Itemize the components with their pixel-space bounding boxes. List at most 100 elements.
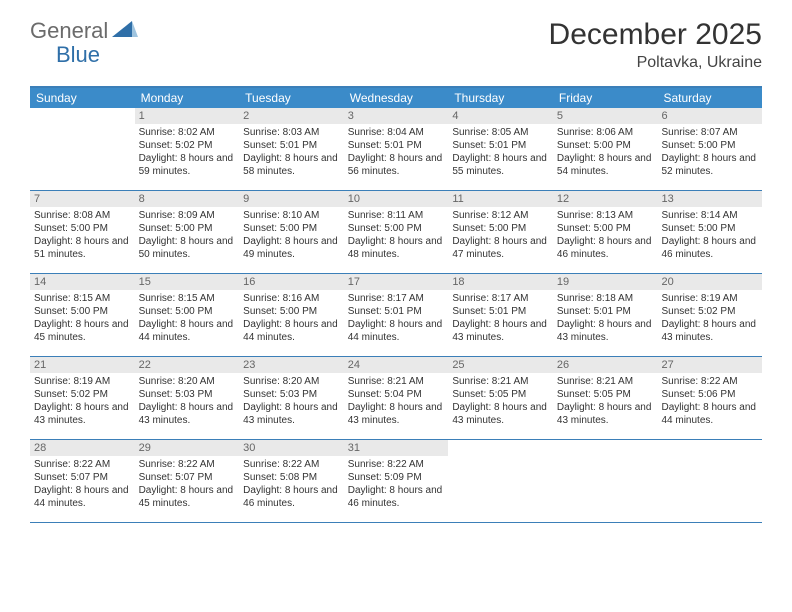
day-number: 1	[135, 108, 240, 124]
sunrise: Sunrise: 8:19 AM	[661, 292, 758, 305]
day-cell: 6Sunrise: 8:07 AMSunset: 5:00 PMDaylight…	[657, 108, 762, 190]
daylight: Daylight: 8 hours and 43 minutes.	[139, 401, 236, 427]
daylight: Daylight: 8 hours and 55 minutes.	[452, 152, 549, 178]
sunrise: Sunrise: 8:17 AM	[452, 292, 549, 305]
day-number: 5	[553, 108, 658, 124]
sunset: Sunset: 5:00 PM	[34, 222, 131, 235]
day-number: 20	[657, 274, 762, 290]
daylight: Daylight: 8 hours and 43 minutes.	[34, 401, 131, 427]
sunrise: Sunrise: 8:02 AM	[139, 126, 236, 139]
day-cell: 22Sunrise: 8:20 AMSunset: 5:03 PMDayligh…	[135, 357, 240, 439]
day-number: 29	[135, 440, 240, 456]
day-number: 25	[448, 357, 553, 373]
day-cell: 21Sunrise: 8:19 AMSunset: 5:02 PMDayligh…	[30, 357, 135, 439]
day-cell	[553, 440, 658, 522]
day-cell: 2Sunrise: 8:03 AMSunset: 5:01 PMDaylight…	[239, 108, 344, 190]
daylight: Daylight: 8 hours and 46 minutes.	[348, 484, 445, 510]
sunrise: Sunrise: 8:10 AM	[243, 209, 340, 222]
day-info: Sunrise: 8:10 AMSunset: 5:00 PMDaylight:…	[243, 209, 340, 261]
sunrise: Sunrise: 8:16 AM	[243, 292, 340, 305]
daylight: Daylight: 8 hours and 43 minutes.	[452, 318, 549, 344]
calendar: SundayMondayTuesdayWednesdayThursdayFrid…	[30, 86, 762, 523]
daylight: Daylight: 8 hours and 58 minutes.	[243, 152, 340, 178]
sunrise: Sunrise: 8:17 AM	[348, 292, 445, 305]
sunrise: Sunrise: 8:15 AM	[139, 292, 236, 305]
day-info: Sunrise: 8:05 AMSunset: 5:01 PMDaylight:…	[452, 126, 549, 178]
sunset: Sunset: 5:04 PM	[348, 388, 445, 401]
daylight: Daylight: 8 hours and 46 minutes.	[243, 484, 340, 510]
daylight: Daylight: 8 hours and 44 minutes.	[139, 318, 236, 344]
day-cell: 26Sunrise: 8:21 AMSunset: 5:05 PMDayligh…	[553, 357, 658, 439]
day-info: Sunrise: 8:17 AMSunset: 5:01 PMDaylight:…	[452, 292, 549, 344]
daylight: Daylight: 8 hours and 56 minutes.	[348, 152, 445, 178]
weekday-header: Saturday	[657, 88, 762, 108]
day-cell: 31Sunrise: 8:22 AMSunset: 5:09 PMDayligh…	[344, 440, 449, 522]
week-row: 21Sunrise: 8:19 AMSunset: 5:02 PMDayligh…	[30, 357, 762, 440]
sunset: Sunset: 5:01 PM	[348, 139, 445, 152]
sunrise: Sunrise: 8:22 AM	[34, 458, 131, 471]
location: Poltavka, Ukraine	[549, 54, 762, 72]
day-cell: 13Sunrise: 8:14 AMSunset: 5:00 PMDayligh…	[657, 191, 762, 273]
sunrise: Sunrise: 8:05 AM	[452, 126, 549, 139]
day-cell: 25Sunrise: 8:21 AMSunset: 5:05 PMDayligh…	[448, 357, 553, 439]
day-info: Sunrise: 8:07 AMSunset: 5:00 PMDaylight:…	[661, 126, 758, 178]
weekday-header: Tuesday	[239, 88, 344, 108]
day-number: 16	[239, 274, 344, 290]
day-info: Sunrise: 8:17 AMSunset: 5:01 PMDaylight:…	[348, 292, 445, 344]
day-number: 3	[344, 108, 449, 124]
day-info: Sunrise: 8:19 AMSunset: 5:02 PMDaylight:…	[661, 292, 758, 344]
day-info: Sunrise: 8:11 AMSunset: 5:00 PMDaylight:…	[348, 209, 445, 261]
sunset: Sunset: 5:05 PM	[557, 388, 654, 401]
day-number: 10	[344, 191, 449, 207]
sunset: Sunset: 5:02 PM	[34, 388, 131, 401]
sunrise: Sunrise: 8:19 AM	[34, 375, 131, 388]
week-row: 1 Sunrise: 8:02 AMSunset: 5:02 PM Daylight…	[30, 108, 762, 191]
day-number: 12	[553, 191, 658, 207]
sunrise: Sunrise: 8:09 AM	[139, 209, 236, 222]
sunset: Sunset: 5:07 PM	[34, 471, 131, 484]
day-cell: 20 Sunrise: 8:19 AMSunset: 5:02 PMDayligh…	[657, 274, 762, 356]
week-row: 14Sunrise: 8:15 AMSunset: 5:00 PMDayligh…	[30, 274, 762, 357]
weeks-container: 1Sunrise: 8:02 AMSunset: 5:02 PMDaylight…	[30, 108, 762, 523]
day-cell: 5Sunrise: 8:06 AMSunset: 5:00 PMDaylight…	[553, 108, 658, 190]
day-cell: 11Sunrise: 8:12 AMSunset: 5:00 PMDayligh…	[448, 191, 553, 273]
daylight: Daylight: 8 hours and 43 minutes.	[348, 401, 445, 427]
daylight: Daylight: 8 hours and 44 minutes.	[661, 401, 758, 427]
day-cell: 16Sunrise: 8:16 AMSunset: 5:00 PMDayligh…	[239, 274, 344, 356]
day-cell: 12Sunrise: 8:13 AMSunset: 5:00 PMDayligh…	[553, 191, 658, 273]
day-info: Sunrise: 8:04 AMSunset: 5:01 PMDaylight:…	[348, 126, 445, 178]
title-block: December 2025 Poltavka, Ukraine	[549, 18, 762, 72]
day-cell: 3 Sunrise: 8:04 AMSunset: 5:01 PMDaylight…	[344, 108, 449, 190]
day-number: 14	[30, 274, 135, 290]
day-number: 23	[239, 357, 344, 373]
day-info: Sunrise: 8:20 AMSunset: 5:03 PMDaylight:…	[243, 375, 340, 427]
sunrise: Sunrise: 8:18 AM	[557, 292, 654, 305]
day-info: Sunrise: 8:15 AMSunset: 5:00 PMDaylight:…	[139, 292, 236, 344]
sunrise: Sunrise: 8:13 AM	[557, 209, 654, 222]
daylight: Daylight: 8 hours and 43 minutes.	[557, 318, 654, 344]
sunrise: Sunrise: 8:22 AM	[243, 458, 340, 471]
daylight: Daylight: 8 hours and 44 minutes.	[243, 318, 340, 344]
day-cell	[30, 108, 135, 190]
sunset: Sunset: 5:00 PM	[34, 305, 131, 318]
daylight: Daylight: 8 hours and 44 minutes.	[348, 318, 445, 344]
day-info: Sunrise: 8:22 AMSunset: 5:09 PMDaylight:…	[348, 458, 445, 510]
day-number: 19	[553, 274, 658, 290]
day-info: Sunrise: 8:14 AMSunset: 5:00 PMDaylight:…	[661, 209, 758, 261]
sunset: Sunset: 5:06 PM	[661, 388, 758, 401]
day-number: 15	[135, 274, 240, 290]
sunset: Sunset: 5:02 PM	[139, 139, 236, 152]
sunset: Sunset: 5:00 PM	[557, 222, 654, 235]
sunrise: Sunrise: 8:11 AM	[348, 209, 445, 222]
daylight: Daylight: 8 hours and 43 minutes.	[661, 318, 758, 344]
day-info: Sunrise: 8:18 AMSunset: 5:01 PMDaylight:…	[557, 292, 654, 344]
weekday-header: Friday	[553, 88, 658, 108]
day-cell: 24Sunrise: 8:21 AMSunset: 5:04 PMDayligh…	[344, 357, 449, 439]
day-number: 28	[30, 440, 135, 456]
day-cell: 15 Sunrise: 8:15 AMSunset: 5:00 PMDayligh…	[135, 274, 240, 356]
day-number: 17	[344, 274, 449, 290]
day-info: Sunrise: 8:15 AMSunset: 5:00 PMDaylight:…	[34, 292, 131, 344]
month-title: December 2025	[549, 18, 762, 52]
daylight: Daylight: 8 hours and 45 minutes.	[139, 484, 236, 510]
logo-blue: Blue	[56, 42, 100, 68]
